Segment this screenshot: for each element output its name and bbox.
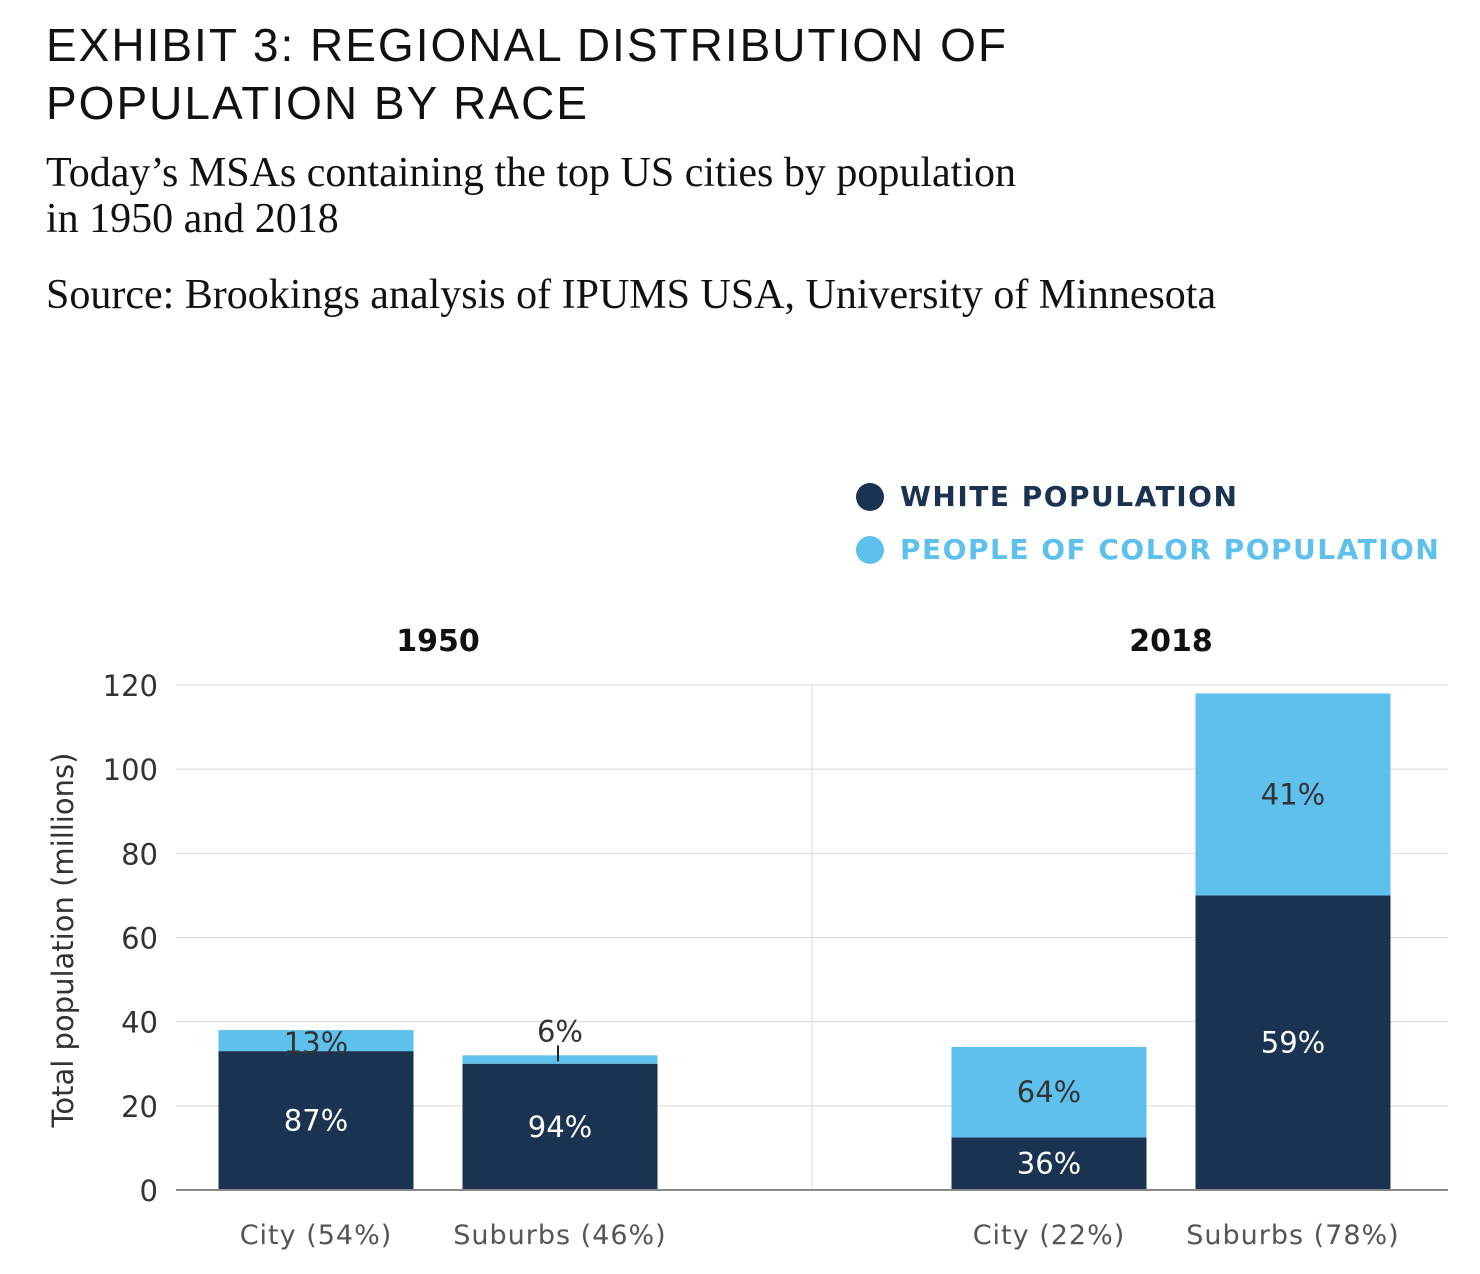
bar-poc-segment (462, 1055, 658, 1064)
chart-subtitle: Today’s MSAs containing the top US citie… (46, 150, 1246, 242)
chart-source: Source: Brookings analysis of IPUMS USA,… (46, 272, 1217, 318)
bar-poc-segment (951, 1046, 1147, 1138)
data-label-white: 87% (284, 1104, 348, 1138)
group-label: 1950 (396, 624, 480, 659)
chart-legend: WHITE POPULATION PEOPLE OF COLOR POPULAT… (856, 470, 1440, 576)
subtitle-line-2: in 1950 and 2018 (46, 196, 339, 242)
data-label-white: 94% (528, 1110, 592, 1144)
x-category-label: Suburbs (78%) (1186, 1220, 1399, 1251)
data-label-poc: 6% (537, 1014, 583, 1048)
x-category-label: City (54%) (240, 1220, 393, 1251)
legend-item-white: WHITE POPULATION (856, 470, 1440, 523)
legend-swatch-poc (856, 535, 884, 564)
bar-white-segment (951, 1137, 1147, 1190)
legend-label-poc: PEOPLE OF COLOR POPULATION (900, 533, 1441, 566)
subtitle-line-1: Today’s MSAs containing the top US citie… (46, 150, 1016, 196)
legend-item-poc: PEOPLE OF COLOR POPULATION (856, 523, 1440, 576)
group-label: 2018 (1129, 624, 1213, 659)
data-label-poc: 13% (284, 1026, 348, 1060)
data-label-poc: 64% (1017, 1075, 1081, 1109)
data-label-white: 59% (1261, 1026, 1325, 1060)
y-axis-label: Total population (millions) (46, 753, 80, 1129)
legend-swatch-white (856, 482, 884, 511)
data-label-white: 36% (1017, 1147, 1081, 1181)
y-tick-label: 40 (121, 1006, 158, 1040)
legend-label-white: WHITE POPULATION (900, 480, 1239, 513)
y-tick-label: 120 (103, 669, 158, 703)
bar-white-segment (1195, 895, 1391, 1190)
y-tick-label: 60 (121, 922, 158, 956)
x-category-label: Suburbs (46%) (453, 1220, 666, 1251)
bar-white-segment (462, 1063, 658, 1190)
y-tick-label: 20 (121, 1090, 158, 1124)
y-tick-label: 0 (140, 1174, 158, 1208)
y-tick-label: 80 (121, 837, 158, 871)
chart-title: EXHIBIT 3: REGIONAL DISTRIBUTION OF POPU… (46, 19, 1009, 129)
bar-poc-segment (218, 1030, 414, 1052)
x-category-label: City (22%) (973, 1220, 1126, 1251)
data-label-poc: 41% (1261, 777, 1325, 811)
bar-poc-segment (1195, 693, 1391, 896)
y-tick-label: 100 (103, 753, 158, 787)
bar-white-segment (218, 1051, 414, 1190)
